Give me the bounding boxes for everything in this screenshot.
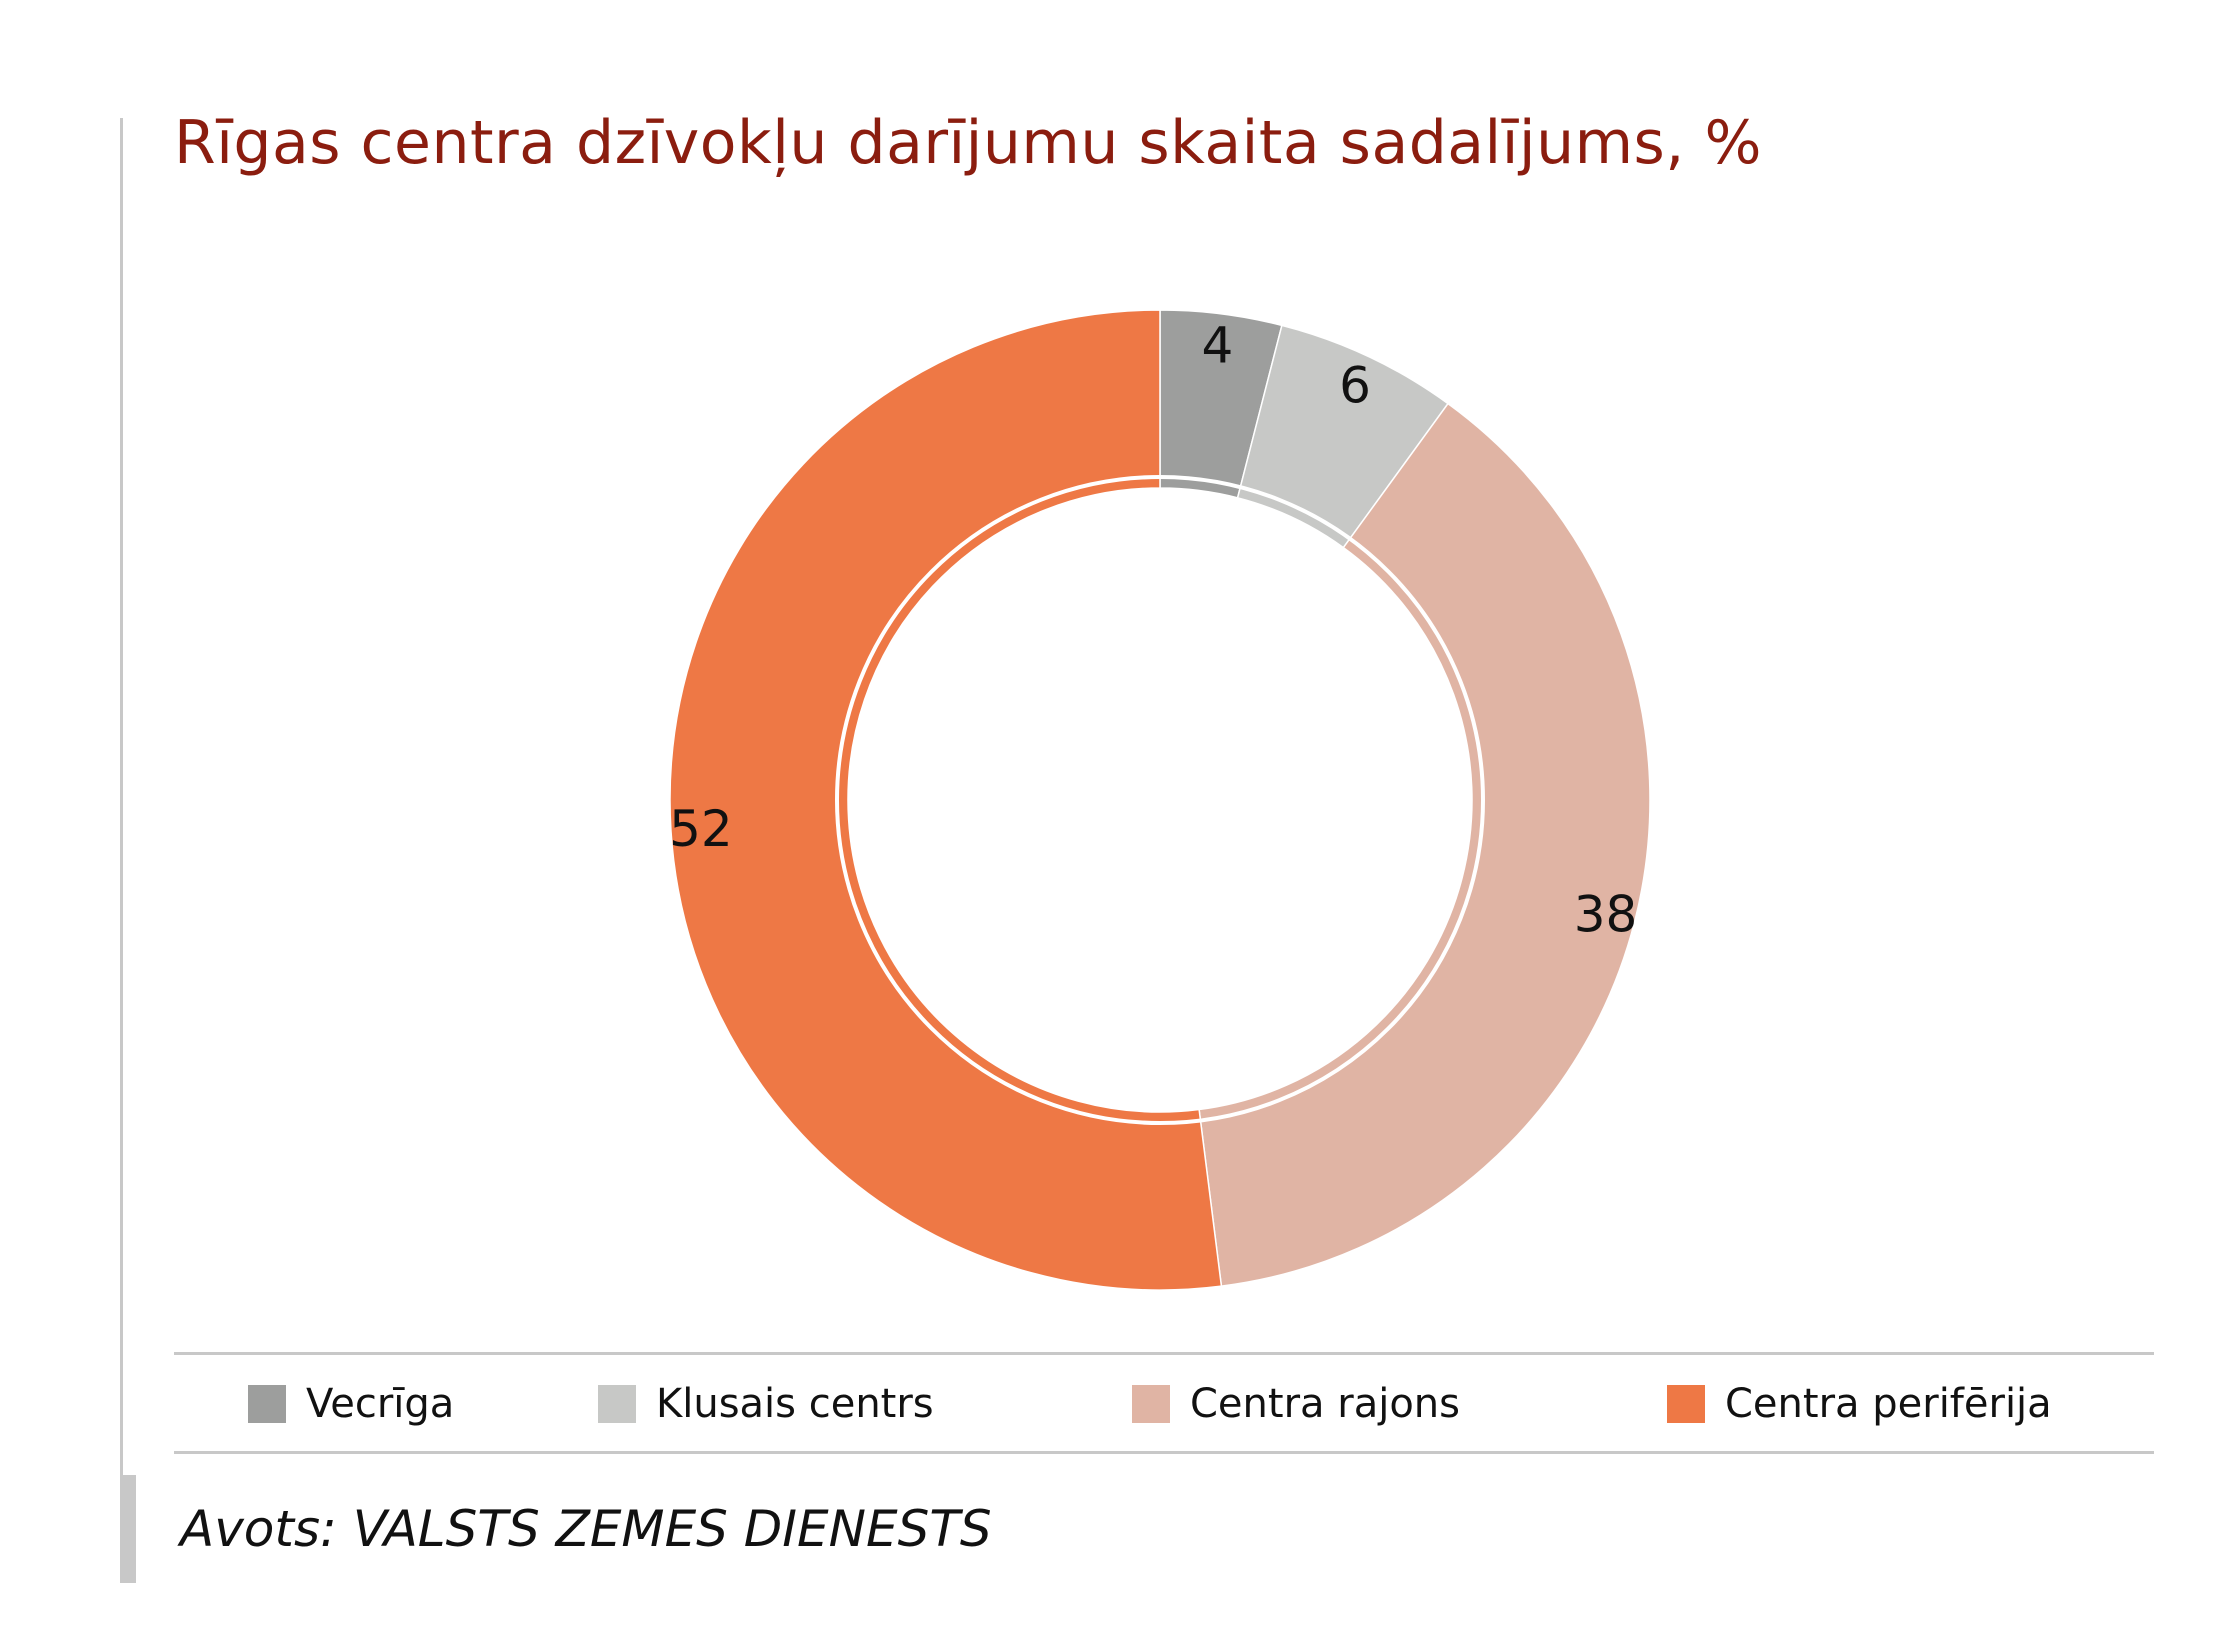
legend-item-centra-periferija: Centra perifērija	[1667, 1381, 2052, 1427]
inner-ring	[835, 475, 1485, 1125]
slice-centra-periferija	[669, 309, 1223, 1291]
inner-separator-ring	[835, 475, 1485, 1125]
left-border-accent	[120, 1475, 136, 1583]
legend-label-centra-periferija: Centra perifērija	[1725, 1381, 2052, 1427]
legend-item-vecriga: Vecrīga	[248, 1381, 455, 1427]
donut-slices	[669, 309, 1651, 1291]
legend-item-centra-rajons: Centra rajons	[1132, 1381, 1460, 1427]
legend-swatch-vecriga	[248, 1385, 286, 1423]
data-labels: 4 6 38 52	[669, 317, 1637, 944]
data-label-centra-periferija: 52	[669, 800, 733, 858]
donut-hole	[868, 508, 1452, 1092]
source-name: VALSTS ZEMES DIENESTS	[352, 1500, 992, 1558]
data-label-vecriga: 4	[1201, 317, 1233, 375]
legend-item-klusais-centrs: Klusais centrs	[598, 1381, 934, 1427]
slice-centra-rajons	[1198, 402, 1651, 1287]
left-border-rule	[120, 118, 123, 1548]
legend-bottom-rule	[174, 1451, 2154, 1454]
legend-swatch-klusais-centrs	[598, 1385, 636, 1423]
legend-label-klusais-centrs: Klusais centrs	[656, 1381, 934, 1427]
legend-swatch-centra-periferija	[1667, 1385, 1705, 1423]
source-note: Avots: VALSTS ZEMES DIENESTS	[180, 1500, 992, 1558]
data-label-klusais-centrs: 6	[1339, 357, 1371, 415]
source-prefix: Avots:	[180, 1500, 337, 1558]
legend-swatch-centra-rajons	[1132, 1385, 1170, 1423]
legend-label-centra-rajons: Centra rajons	[1190, 1381, 1460, 1427]
legend-top-rule	[174, 1352, 2154, 1355]
chart-title: Rīgas centra dzīvokļu darījumu skaita sa…	[174, 108, 1762, 178]
data-label-centra-rajons: 38	[1574, 885, 1638, 943]
legend-label-vecriga: Vecrīga	[306, 1381, 455, 1427]
